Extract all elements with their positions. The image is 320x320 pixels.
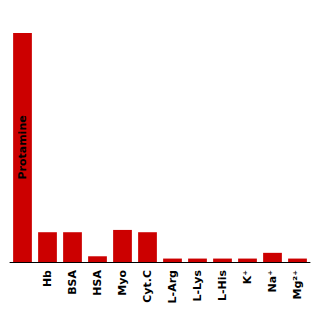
svg-text:Hb: Hb [41,270,54,287]
svg-text:Protamine: Protamine [16,115,29,179]
svg-text:L-His: L-His [216,270,229,302]
svg-text:K⁺: K⁺ [241,270,254,285]
svg-text:BSA: BSA [66,270,79,295]
svg-text:Mg²⁺: Mg²⁺ [291,270,304,300]
svg-text:Cyt.C: Cyt.C [141,270,154,303]
svg-text:HSA: HSA [91,270,104,296]
svg-text:Na⁺: Na⁺ [266,270,279,293]
svg-text:Myo: Myo [116,270,129,296]
svg-text:L-Arg: L-Arg [166,270,179,303]
svg-text:L-Lys: L-Lys [191,270,204,302]
